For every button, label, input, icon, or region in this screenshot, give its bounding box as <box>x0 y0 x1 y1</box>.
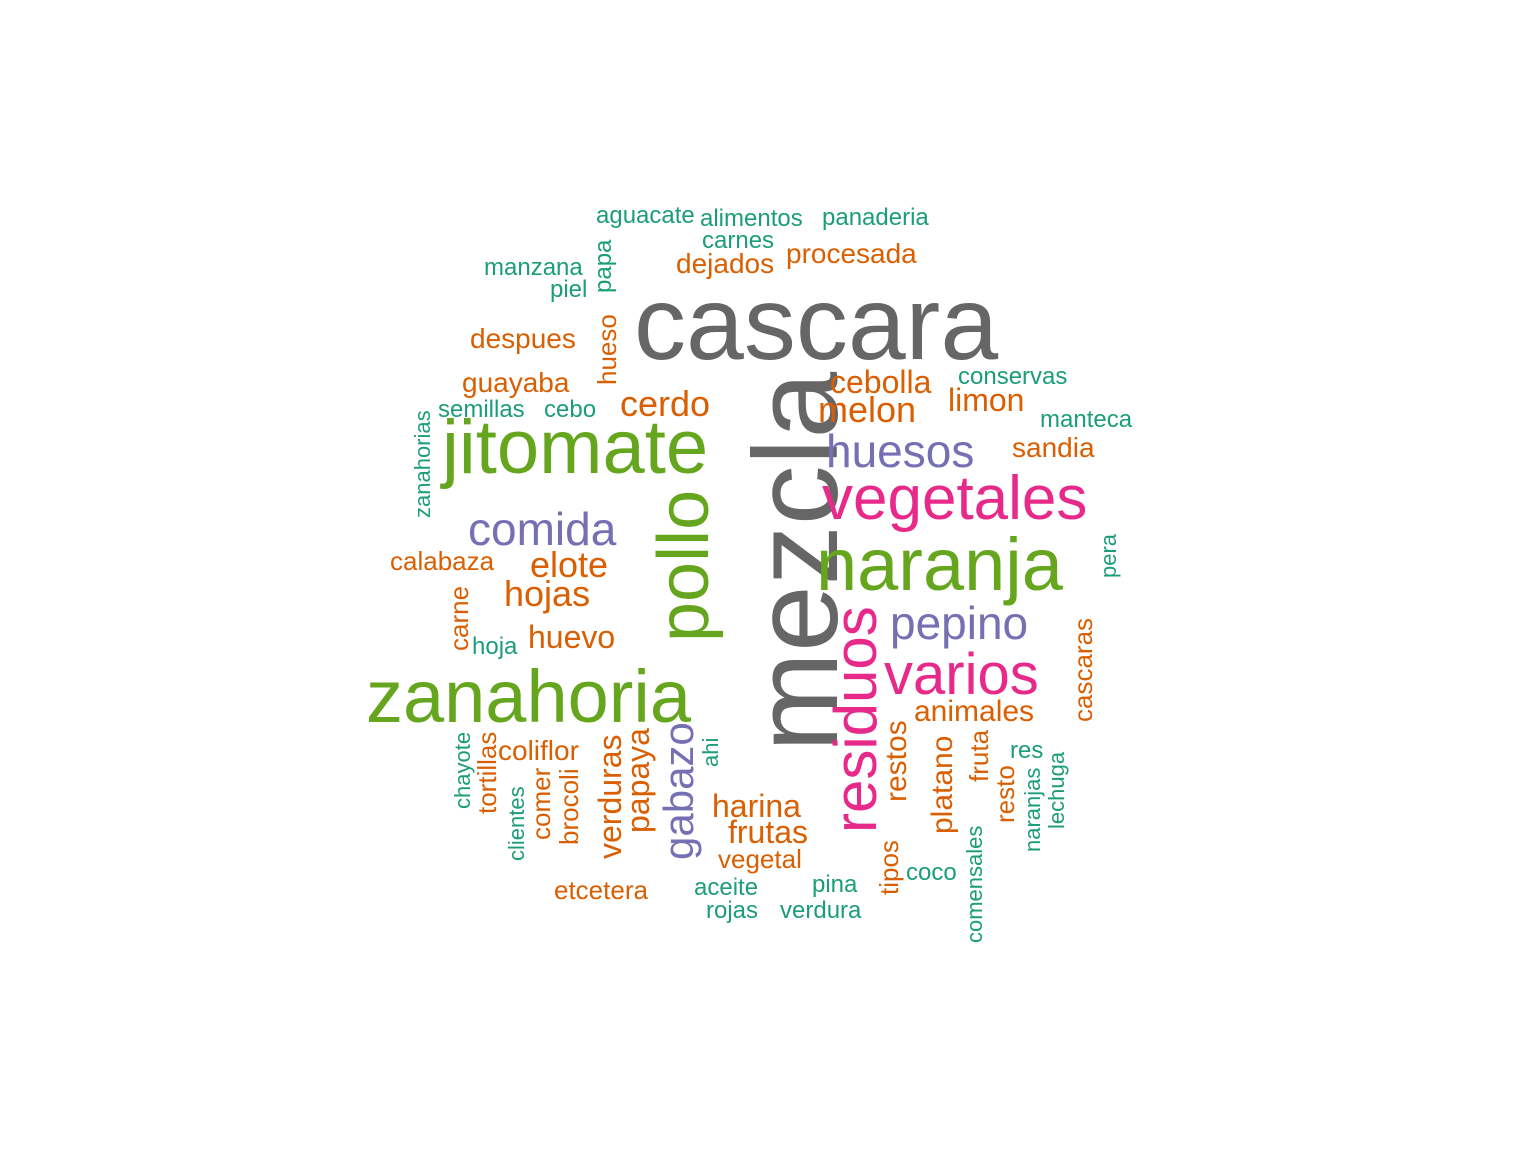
cloud-word-comer: comer <box>526 767 556 841</box>
cloud-word-vegetal: vegetal <box>718 844 802 874</box>
cloud-word-tipos: tipos <box>874 839 904 895</box>
cloud-word-varios: varios <box>884 642 1039 707</box>
cloud-word-carne: carne <box>444 585 474 652</box>
cloud-word-pera: pera <box>1096 533 1121 579</box>
cloud-word-etcetera: etcetera <box>554 875 648 905</box>
cloud-word-guayaba: guayaba <box>462 367 570 398</box>
cloud-word-semillas: semillas <box>438 396 525 423</box>
cloud-word-naranjas: naranjas <box>1020 768 1045 853</box>
cloud-word-alimentos: alimentos <box>700 205 803 232</box>
cloud-word-res: res <box>1010 737 1044 764</box>
cloud-word-jitomate: jitomate <box>442 405 709 490</box>
cloud-word-aceite: aceite <box>694 874 759 901</box>
cloud-word-dejados: dejados <box>676 248 775 279</box>
cloud-word-comensales: comensales <box>962 826 987 944</box>
cloud-word-chayote: chayote <box>450 731 475 810</box>
cloud-word-fruta: fruta <box>964 729 994 783</box>
cloud-word-despues: despues <box>470 323 576 354</box>
cloud-word-cerdo: cerdo <box>620 383 711 424</box>
cloud-word-papaya: papaya <box>620 728 656 833</box>
cloud-word-panaderia: panaderia <box>822 204 929 231</box>
cloud-word-verdura: verdura <box>780 897 862 924</box>
cloud-word-tortillas: tortillas <box>472 731 502 815</box>
cloud-word-zanahoria: zanahoria <box>366 655 692 738</box>
cloud-word-aguacate: aguacate <box>596 202 695 229</box>
cloud-word-rojas: rojas <box>706 897 759 924</box>
cloud-word-cebolla: cebolla <box>830 364 932 400</box>
cloud-word-elote: elote <box>530 544 609 585</box>
cloud-word-cascara: cascara <box>634 266 999 382</box>
cloud-word-coliflor: coliflor <box>498 735 579 766</box>
cloud-word-naranja: naranja <box>816 523 1063 606</box>
cloud-word-conservas: conservas <box>958 363 1068 390</box>
cloud-word-piel: piel <box>550 276 588 303</box>
cloud-word-hueso: hueso <box>592 313 622 385</box>
cloud-word-resto: resto <box>990 764 1020 823</box>
cloud-word-lechuga: lechuga <box>1044 751 1069 830</box>
cloud-word-hojas: hojas <box>504 573 591 614</box>
cloud-word-pina: pina <box>812 871 858 898</box>
cloud-word-vegetales: vegetales <box>822 464 1088 533</box>
cloud-word-pollo: pollo <box>644 489 724 643</box>
cloud-word-sandia: sandia <box>1012 432 1095 463</box>
cloud-word-procesada: procesada <box>786 238 917 269</box>
cloud-word-comida: comida <box>468 503 617 555</box>
cloud-word-platano: platano <box>926 735 959 835</box>
cloud-word-hoja: hoja <box>472 633 518 660</box>
cloud-word-ahi: ahi <box>698 737 723 768</box>
cloud-word-papa: papa <box>590 240 617 294</box>
cloud-word-brocoli: brocoli <box>554 767 584 845</box>
cloud-word-limon: limon <box>948 382 1025 418</box>
cloud-word-huesos: huesos <box>826 425 975 477</box>
cloud-word-residuos: residuos <box>822 605 889 833</box>
cloud-word-coco: coco <box>906 859 957 886</box>
cloud-word-cascaras: cascaras <box>1068 617 1098 723</box>
cloud-word-zanahorias: zanahorias <box>410 409 435 518</box>
cloud-word-harina: harina <box>712 788 801 824</box>
cloud-word-manteca: manteca <box>1040 406 1133 433</box>
cloud-word-pepino: pepino <box>890 597 1029 649</box>
cloud-word-calabaza: calabaza <box>390 546 495 576</box>
cloud-word-cebo: cebo <box>544 396 597 423</box>
cloud-word-manzana: manzana <box>484 254 583 281</box>
cloud-word-restos: restos <box>880 719 913 802</box>
cloud-word-frutas: frutas <box>728 814 809 850</box>
cloud-word-carnes: carnes <box>702 227 775 254</box>
cloud-word-huevo: huevo <box>528 619 616 655</box>
cloud-word-melon: melon <box>818 389 917 430</box>
cloud-word-animales: animales <box>914 695 1035 728</box>
cloud-word-gabazo: gabazo <box>655 721 702 860</box>
cloud-word-clientes: clientes <box>504 786 529 861</box>
